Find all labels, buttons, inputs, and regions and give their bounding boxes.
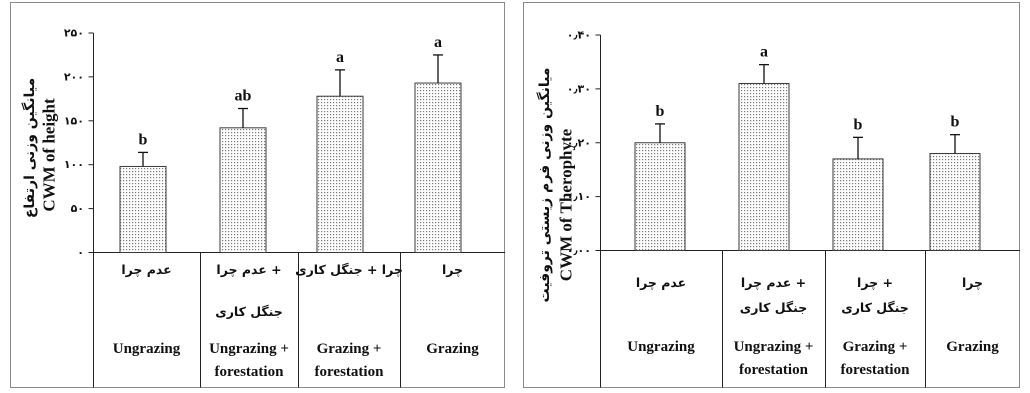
y-axis-title-fa: میانگین وزنی فرم زیستی تروفیت <box>536 68 553 303</box>
error-bar-ungrazing <box>655 123 665 143</box>
significance-letter-grazing-forestation: a <box>336 49 344 66</box>
significance-letter-ungrazing: b <box>139 131 148 148</box>
y-tick-label: ۰٫۰۰ <box>567 244 591 257</box>
error-bar-ungrazing-forestation <box>759 63 769 84</box>
error-bar-ungrazing <box>138 151 148 167</box>
bar-grazing-forestation <box>316 95 364 253</box>
bar-ungrazing-forestation <box>219 127 267 253</box>
significance-letter-ungrazing-forestation: a <box>760 44 768 61</box>
y-tick-label: ۰ <box>77 246 84 259</box>
significance-letter-grazing: a <box>434 34 442 51</box>
significance-letter-ungrazing: b <box>656 103 665 120</box>
height-chart-frame <box>10 2 505 388</box>
y-tick-label: ۰٫۴۰ <box>567 29 591 42</box>
error-bar-ungrazing-forestation <box>238 107 248 128</box>
therophyte-chart: ۰٫۰۰ ۰٫۱۰ ۰٫۲۰ ۰٫۳۰ ۰٫۴۰ b a b b میانگین وزنی فرم… <box>523 2 1020 388</box>
bar-ungrazing-forestation <box>738 82 790 251</box>
y-tick-label: ۰٫۲۰ <box>567 136 591 149</box>
y-axis-title-fa: میانگین وزنی ارتفاع <box>21 78 38 218</box>
y-tick-label: ۲۰۰ <box>64 70 84 83</box>
therophyte-chart-frame <box>523 2 1020 388</box>
height-chart: ۰ ۵۰ ۱۰۰ ۱۵۰ ۲۰۰ ۲۵۰ b ab a a میانگین وزنی ارتفاع C… <box>10 2 505 388</box>
y-tick-label: ۱۰۰ <box>64 158 84 171</box>
bar-grazing <box>414 82 462 253</box>
y-axis-title-en: CWM of Therophyte <box>557 128 576 281</box>
bar-grazing-forestation <box>832 158 884 252</box>
significance-letter-grazing: b <box>951 114 960 131</box>
error-bar-grazing <box>433 54 443 84</box>
bar-grazing <box>929 153 981 251</box>
y-tick-label: ۱۵۰ <box>64 114 84 127</box>
y-tick-label: ۵۰ <box>71 202 84 215</box>
y-tick-label: ۰٫۳۰ <box>567 82 591 95</box>
bar-ungrazing <box>119 165 167 253</box>
error-bar-grazing <box>950 134 960 154</box>
significance-letter-grazing-forestation: b <box>854 116 863 133</box>
bar-ungrazing <box>634 142 686 251</box>
y-axis-title-en: CWM of height <box>40 98 59 212</box>
significance-letter-ungrazing-forestation: ab <box>235 88 252 105</box>
error-bar-grazing-forestation <box>335 69 345 97</box>
y-tick-label: ۲۵۰ <box>64 27 84 40</box>
y-tick-label: ۰٫۱۰ <box>567 190 591 203</box>
error-bar-grazing-forestation <box>853 136 863 159</box>
